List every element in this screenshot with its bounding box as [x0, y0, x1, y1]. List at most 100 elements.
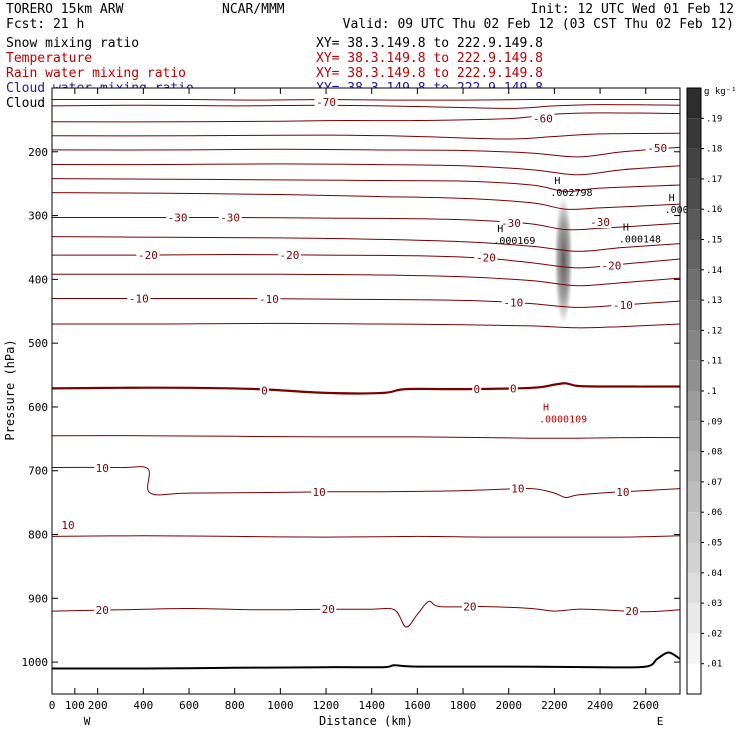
x-tick-label: 2000 — [495, 699, 522, 712]
contour-label: 0 — [510, 382, 517, 395]
temperature-contours — [51, 98, 681, 628]
contour-label-bg — [588, 215, 612, 228]
center-title: NCAR/MMM — [222, 2, 285, 17]
contour-label-bg — [474, 251, 498, 264]
y-tick-label: 900 — [28, 592, 48, 605]
high-marker-value: .002798 — [550, 188, 592, 199]
colorbar-label: .07 — [706, 478, 722, 488]
contour-label: -70 — [316, 96, 336, 109]
colorbar-label: .16 — [706, 205, 722, 215]
colorbar-label: .09 — [706, 417, 722, 427]
contour-label: -20 — [476, 252, 496, 265]
contour-label-bg — [311, 485, 328, 498]
contour-label-bg — [257, 293, 281, 306]
high-marker-label: H — [543, 402, 549, 413]
temperature-contour — [51, 132, 681, 140]
x-axis-ticks: 0 100 200 400 600 800 1000 1200 1400 1600 1800 2000… — [49, 88, 659, 712]
x-tick-label: 1000 — [267, 699, 294, 712]
colorbar-segment — [687, 391, 701, 422]
colorbar-segment — [687, 633, 701, 664]
model-title: TORERO 15km ARW — [6, 2, 124, 17]
colorbar-label: .13 — [706, 296, 722, 306]
y-tick-label: 600 — [28, 401, 48, 414]
contour-label-bg — [611, 298, 635, 311]
colorbar-segment — [687, 451, 701, 482]
contour-label-bg — [461, 600, 478, 613]
contour-label-bg — [166, 211, 190, 224]
high-marker-label: H — [497, 224, 503, 235]
temperature-contour — [51, 253, 681, 269]
contour-label-bg — [259, 384, 269, 397]
contour-label-bg — [277, 249, 301, 262]
colorbar-label: .1 — [706, 387, 717, 397]
terrain-surface — [51, 651, 681, 670]
colorbar-segment — [687, 542, 701, 573]
colorbar-segment — [687, 269, 701, 301]
contour-label: -30 — [168, 211, 188, 224]
contour-label: -10 — [129, 293, 149, 306]
temperature-contour — [51, 466, 681, 499]
colorbar-segment — [687, 118, 701, 149]
field-name: Rain water mixing ratio — [6, 66, 186, 81]
plot-area: -70 -60 -50 -30 -30 -30 -30 -20 -20 -20 -20 -10 -10 -… — [22, 87, 695, 712]
colorbar-label: .06 — [706, 508, 722, 518]
colorbar-label: .05 — [706, 539, 722, 549]
colorbar: .01 .02 .03 .04 .05 .06 .07 .08 .09 .1 .11 .12 .13 .1… — [686, 87, 722, 695]
x-axis-end-east: E — [657, 715, 664, 728]
temperature-contour — [51, 146, 681, 158]
contour-label-bg — [508, 382, 518, 395]
contour-label: -20 — [602, 259, 622, 272]
colorbar-label: .14 — [706, 266, 722, 276]
colorbar-label: .12 — [706, 326, 722, 336]
colorbar-segment — [687, 603, 701, 634]
high-marker-label: H — [554, 176, 560, 187]
temperature-contour — [51, 322, 681, 329]
x-tick-label: 1800 — [450, 699, 477, 712]
colorbar-label: .04 — [706, 569, 722, 579]
high-marker-value: .0000109 — [539, 414, 587, 425]
colorbar-segment — [687, 663, 701, 694]
temperature-contour — [52, 273, 681, 287]
temperature-contour — [51, 535, 681, 538]
field-name: Temperature — [6, 51, 92, 66]
x-tick-label: 0 — [49, 699, 56, 712]
y-tick-label: 300 — [28, 210, 48, 223]
colorbar-segment — [687, 88, 701, 119]
contour-label-bg — [624, 605, 641, 618]
contour-label-bg — [645, 141, 669, 154]
x-tick-label: 200 — [88, 699, 108, 712]
field-cross-section: XY= 38.3.149.8 to 222.9.149.8 — [316, 66, 543, 81]
temperature-contour — [51, 236, 681, 252]
colorbar-segment — [687, 360, 701, 391]
colorbar-label: .19 — [706, 114, 722, 124]
field-name: Snow mixing ratio — [6, 36, 139, 51]
contour-label-bg — [136, 249, 160, 262]
y-tick-label: 1000 — [22, 656, 49, 669]
contour-label-bg — [59, 518, 76, 531]
temperature-contour — [51, 163, 681, 176]
contour-label-bg — [501, 296, 525, 309]
contour-label-bg — [531, 112, 555, 125]
contour-label: -20 — [280, 249, 300, 262]
x-axis-end-west: W — [84, 715, 91, 728]
snow-shade — [554, 196, 573, 325]
colorbar-segment — [687, 512, 701, 543]
contour-label-bg — [127, 292, 151, 305]
contour-label-bg — [320, 603, 337, 616]
temperature-contour — [51, 297, 681, 308]
snow-shading — [554, 196, 573, 325]
colorbar-segment — [687, 572, 701, 604]
temperature-contour — [51, 112, 681, 123]
colorbar-label: .17 — [706, 175, 722, 185]
colorbar-label: .03 — [706, 599, 722, 609]
colorbar-label: .15 — [706, 236, 722, 246]
init-time: Init: 12 UTC Wed 01 Feb 12 — [531, 2, 735, 17]
terrain-line — [51, 651, 681, 670]
x-tick-label: 2200 — [541, 699, 568, 712]
contour-label: -20 — [138, 249, 158, 262]
colorbar-units: g kg⁻¹ — [704, 87, 737, 97]
colorbar-segment — [687, 330, 701, 361]
contour-label: -30 — [590, 216, 610, 229]
